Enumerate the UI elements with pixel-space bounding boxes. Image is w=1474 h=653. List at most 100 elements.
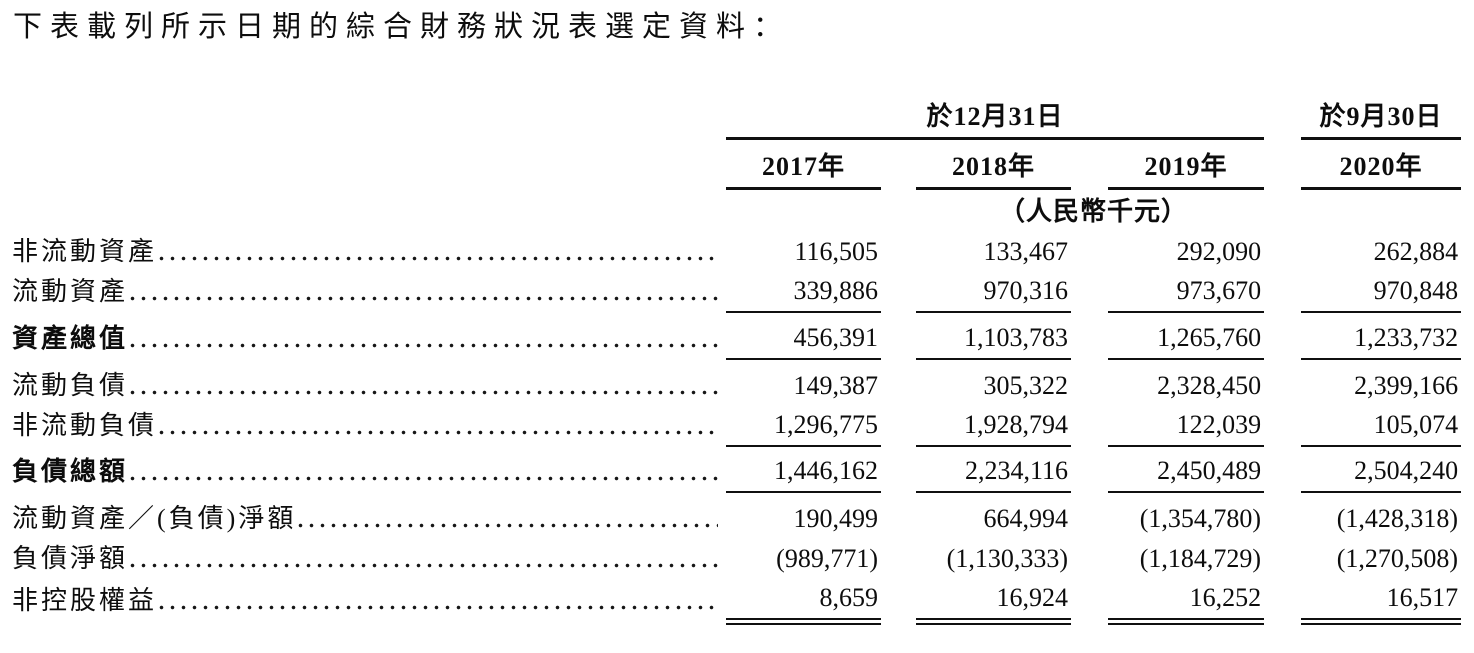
value-cell: 305,322 <box>983 371 1069 400</box>
spacer-cell <box>881 446 916 492</box>
spacer-cell <box>881 539 916 579</box>
row-label: 非流動負債 <box>12 411 158 440</box>
value-cell: 116,505 <box>794 237 878 266</box>
year-header-2017: 2017年 <box>726 138 881 190</box>
row-label: 負債淨額 <box>12 544 129 573</box>
spacer-cell <box>1071 138 1108 188</box>
row-label: 流動資產 <box>12 277 129 306</box>
spacer-cell <box>1071 232 1108 272</box>
dot-leader <box>298 523 718 528</box>
value-cell: 262,884 <box>1373 237 1459 266</box>
spacer-cell <box>1264 539 1301 579</box>
spacer-cell <box>1071 272 1108 312</box>
financial-position-table: 於12月31日 於9月30日 2017年 2018年 2019年 2020年 （… <box>12 94 1462 625</box>
spacer-cell <box>1264 406 1301 446</box>
dot-leader <box>130 476 718 481</box>
spacer-cell <box>881 272 916 312</box>
dot-leader <box>130 563 718 568</box>
spacer-cell <box>12 138 726 188</box>
value-cell: (1,270,508) <box>1336 544 1459 573</box>
value-cell: 16,252 <box>1108 579 1265 625</box>
spacer-cell <box>881 138 916 188</box>
value-cell: 133,467 <box>983 237 1069 266</box>
row-label: 流動資產／(負債)淨額 <box>12 504 297 533</box>
value-cell: 1,446,162 <box>726 446 881 493</box>
spacer-cell <box>1264 94 1301 138</box>
unit-note: （人民幣千元） <box>999 197 1189 226</box>
year-header-2018: 2018年 <box>916 138 1071 190</box>
row-label: 負債總額 <box>12 457 129 486</box>
row-non-current-assets: 非流動資產 116,505 133,467 292,090 262,884 <box>12 232 1461 272</box>
dot-leader <box>130 296 718 301</box>
row-total-assets: 資產總值 456,391 1,103,783 1,265,760 1,233,7… <box>12 312 1462 360</box>
spacer-cell <box>881 579 916 621</box>
spacer-cell <box>1264 446 1301 492</box>
spacer-cell <box>881 312 916 359</box>
value-cell: 973,670 <box>1108 272 1265 313</box>
spacer-cell <box>1264 359 1301 406</box>
row-non-controlling-interests: 非控股權益 8,659 16,924 16,252 16,517 <box>12 579 1462 625</box>
dot-leader <box>159 256 718 261</box>
value-cell: 1,265,760 <box>1108 312 1265 360</box>
value-cell: 16,924 <box>916 579 1071 625</box>
spacer-cell <box>12 188 726 232</box>
document-page: { "title": "下表載列所示日期的綜合財務狀況表選定資料：", "col… <box>0 7 1474 653</box>
spacer-cell <box>1071 579 1108 621</box>
value-cell: 1,296,775 <box>726 406 881 447</box>
spacer-cell <box>1264 312 1301 359</box>
value-cell: (989,771) <box>776 544 878 573</box>
value-cell: 970,848 <box>1301 272 1462 313</box>
value-cell: 2,234,116 <box>916 446 1071 493</box>
value-cell: 1,928,794 <box>916 406 1071 447</box>
spacer-cell <box>881 359 916 406</box>
row-non-current-liabilities: 非流動負債 1,296,775 1,928,794 122,039 105,07… <box>12 406 1462 447</box>
value-cell: 2,450,489 <box>1108 446 1265 493</box>
row-label: 非控股權益 <box>12 586 158 615</box>
spacer-cell <box>881 406 916 446</box>
row-net-liabilities: 負債淨額 (989,771) (1,130,333) (1,184,729) (… <box>12 539 1461 579</box>
unit-note-row: （人民幣千元） <box>12 188 1461 232</box>
value-cell: 190,499 <box>793 504 879 533</box>
spacer-cell <box>1071 312 1108 359</box>
spacer-cell <box>1264 492 1301 539</box>
value-cell: (1,184,729) <box>1139 544 1262 573</box>
value-cell: 2,399,166 <box>1354 371 1459 400</box>
spacer-cell <box>881 492 916 539</box>
value-cell: 2,504,240 <box>1301 446 1462 493</box>
row-label: 流動負債 <box>12 371 129 400</box>
value-cell: 970,316 <box>916 272 1071 313</box>
value-cell: 105,074 <box>1301 406 1462 447</box>
spacer-cell <box>1264 138 1301 188</box>
spacer-cell <box>881 232 916 272</box>
value-cell: 664,994 <box>983 504 1069 533</box>
spacer-cell <box>1264 232 1301 272</box>
row-current-liabilities: 流動負債 149,387 305,322 2,328,450 2,399,166 <box>12 359 1461 406</box>
row-label: 非流動資產 <box>12 237 158 266</box>
row-current-assets: 流動資產 339,886 970,316 973,670 970,848 <box>12 272 1462 313</box>
dot-leader <box>159 430 718 435</box>
value-cell: 2,328,450 <box>1157 371 1262 400</box>
dot-leader <box>130 390 718 395</box>
column-group-sep30: 於9月30日 <box>1301 94 1462 140</box>
column-group-dec31: 於12月31日 <box>726 94 1265 140</box>
row-net-current-assets-liabilities: 流動資產／(負債)淨額 190,499 664,994 (1,354,780) … <box>12 492 1461 539</box>
value-cell: 122,039 <box>1108 406 1265 447</box>
header-year-row: 2017年 2018年 2019年 2020年 <box>12 138 1462 190</box>
header-group-row: 於12月31日 於9月30日 <box>12 94 1462 140</box>
spacer-cell <box>1071 446 1108 492</box>
year-header-2020: 2020年 <box>1301 138 1462 190</box>
spacer-cell <box>1071 539 1108 579</box>
spacer-cell <box>12 94 726 138</box>
dot-leader <box>130 343 718 348</box>
value-cell: 8,659 <box>726 579 881 625</box>
value-cell: 1,103,783 <box>916 312 1071 360</box>
value-cell: (1,354,780) <box>1139 504 1262 533</box>
page-title: 下表載列所示日期的綜合財務狀況表選定資料： <box>13 11 791 43</box>
spacer-cell <box>1071 492 1108 539</box>
value-cell: 339,886 <box>726 272 881 313</box>
spacer-cell <box>1264 272 1301 312</box>
row-total-liabilities: 負債總額 1,446,162 2,234,116 2,450,489 2,504… <box>12 446 1462 493</box>
row-label: 資產總值 <box>12 324 129 353</box>
value-cell: (1,130,333) <box>946 544 1068 573</box>
value-cell: 456,391 <box>726 312 881 360</box>
